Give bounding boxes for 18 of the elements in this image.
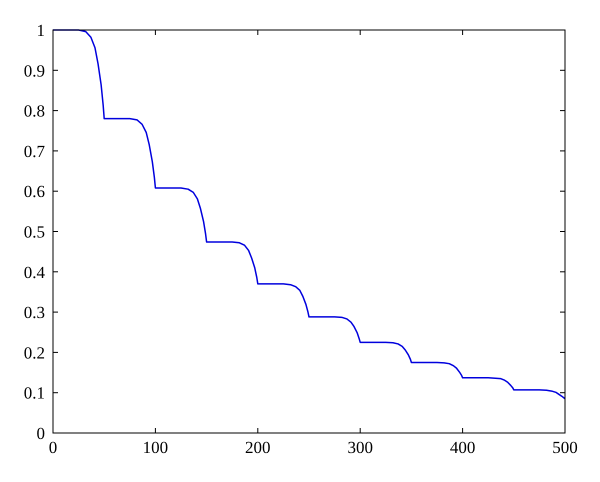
x-tick-label: 500 (552, 438, 578, 457)
y-tick-label: 0.3 (24, 303, 45, 322)
y-tick-label: 0.9 (24, 61, 45, 80)
x-tick-label: 400 (450, 438, 476, 457)
y-tick-label: 0.4 (24, 262, 46, 282)
y-tick-label: 0.2 (24, 343, 45, 362)
y-tick-label: 0.1 (24, 384, 45, 403)
x-tick-label: 300 (347, 438, 373, 457)
y-tick-label: 0.7 (24, 142, 46, 161)
y-tick-label: 0.5 (24, 222, 45, 242)
y-tick-label: 0.6 (24, 182, 45, 202)
y-tick-label: 0.8 (24, 102, 45, 121)
x-tick-label: 100 (142, 438, 168, 457)
line-series (52, 29, 566, 400)
y-tick-label: 0 (36, 424, 45, 443)
y-tick-label: 1 (36, 20, 45, 40)
x-tick-label: 200 (245, 438, 271, 457)
x-tick-label: 0 (48, 438, 58, 457)
